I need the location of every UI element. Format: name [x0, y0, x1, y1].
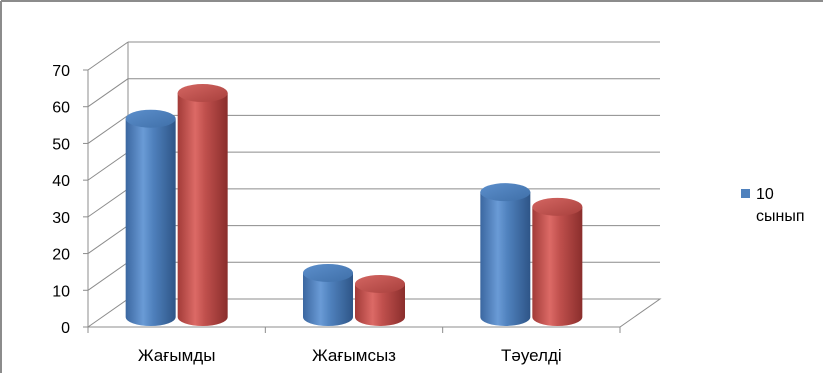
bar-cylinder	[532, 197, 583, 326]
bar-cylinder	[303, 263, 353, 326]
bar-top	[177, 84, 228, 103]
bar-body	[303, 272, 353, 326]
bar-cylinder	[480, 183, 531, 326]
bar-body	[532, 206, 583, 326]
bar-top	[125, 109, 176, 128]
y-tick-label: 70	[52, 63, 70, 80]
legend: 10 сынып	[741, 186, 805, 225]
y-ticks: 0 10 20 30 40 50 60 70	[52, 63, 70, 337]
bar-top	[480, 183, 531, 202]
legend-label-line2: сынып	[756, 208, 805, 225]
bar-body	[480, 192, 531, 326]
bar-cylinder	[355, 274, 405, 326]
axes	[83, 69, 621, 333]
gridline-diagonal	[87, 41, 129, 71]
gridline-diagonal	[87, 188, 129, 218]
bar-body	[125, 118, 176, 326]
gridline-diagonal	[87, 78, 129, 108]
y-tick-label: 10	[52, 283, 70, 300]
bar-body	[355, 283, 405, 326]
y-tick-label: 0	[61, 320, 70, 337]
x-category-label: Жағымсыз	[312, 346, 396, 365]
y-tick-label: 60	[52, 100, 70, 117]
bar-cylinder	[177, 84, 228, 327]
bar-top	[532, 197, 583, 216]
y-tick-label: 40	[52, 173, 70, 190]
bar-cylinder	[125, 109, 176, 326]
gridline-diagonal	[87, 261, 129, 291]
gridline-diagonal	[87, 225, 129, 254]
bars	[125, 84, 583, 327]
gridline-diagonal	[87, 151, 129, 181]
legend-swatch	[741, 189, 750, 198]
y-tick-label: 20	[52, 247, 70, 264]
legend-label-line1: 10	[756, 186, 774, 203]
gridline-diagonal	[87, 115, 129, 144]
x-labels: Жағымды Жағымсыз Тәуелді	[138, 346, 562, 365]
bar-top	[303, 263, 353, 282]
bar-body	[177, 93, 228, 327]
y-tick-label: 30	[52, 210, 70, 227]
x-category-label: Тәуелді	[501, 346, 562, 365]
bar-top	[355, 274, 405, 293]
x-category-label: Жағымды	[138, 346, 216, 365]
y-tick-label: 50	[52, 136, 70, 153]
